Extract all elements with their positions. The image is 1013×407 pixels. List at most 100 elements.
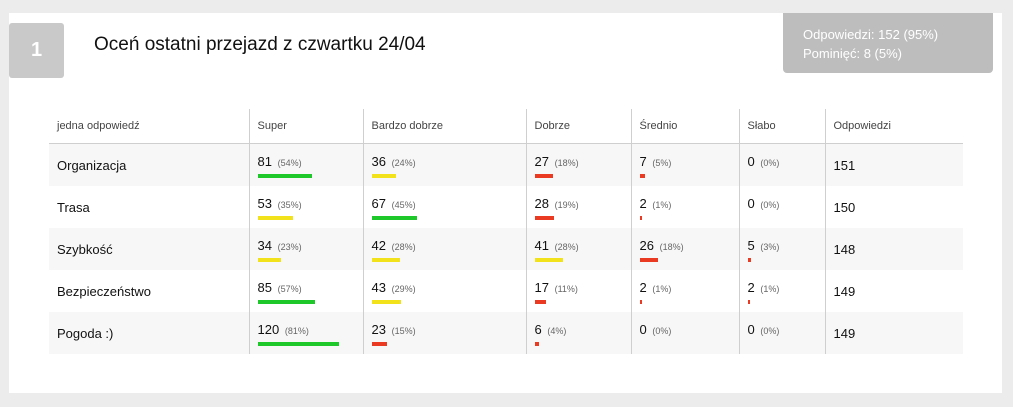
column-header: Super	[248, 109, 363, 144]
row-label: Bezpieczeństwo	[57, 283, 151, 299]
result-bar	[371, 342, 387, 346]
result-count: 6	[534, 322, 542, 337]
result-percent: (19%)	[554, 200, 579, 210]
result-value: 41 (28%)	[535, 238, 579, 253]
column-header: Dobrze	[525, 109, 631, 144]
table-header-row: jedna odpowiedź Super Bardzo dobrze Dobrze Ś…	[49, 109, 963, 144]
result-bar	[639, 300, 642, 304]
result-cell: 67 (45%)	[362, 186, 526, 228]
result-count: 81	[257, 154, 272, 169]
result-cell: 2 (1%)	[738, 270, 825, 312]
result-value: 28 (19%)	[535, 196, 579, 211]
result-value: 43 (29%)	[372, 280, 416, 295]
result-count: 2	[639, 280, 647, 295]
result-value: 2 (1%)	[640, 280, 672, 295]
result-count: 23	[371, 322, 386, 337]
result-value: 2 (1%)	[640, 196, 672, 211]
result-value: 34 (23%)	[258, 238, 302, 253]
column-header: Odpowiedzi	[824, 109, 963, 144]
row-total: 148	[824, 228, 963, 270]
result-percent: (0%)	[760, 326, 780, 336]
result-cell: 2 (1%)	[630, 270, 739, 312]
question-number: 1	[9, 23, 64, 78]
row-label: Szybkość	[49, 228, 249, 270]
row-label: Organizacja	[49, 143, 249, 186]
result-cell: 2 (1%)	[630, 186, 739, 228]
column-header: Słabo	[738, 109, 825, 144]
result-cell: 7 (5%)	[630, 143, 739, 186]
result-value: 36 (24%)	[372, 154, 416, 169]
result-percent: (1%)	[652, 200, 672, 210]
table-row: Pogoda :) 120 (81%) 23 (15%) 6 (4%) 0 (0%) 0 …	[49, 312, 963, 354]
result-cell: 0 (0%)	[738, 186, 825, 228]
result-cell: 41 (28%)	[525, 228, 631, 270]
result-cell: 28 (19%)	[525, 186, 631, 228]
result-percent: (1%)	[652, 284, 672, 294]
result-count: 36	[371, 154, 386, 169]
result-value: 67 (45%)	[372, 196, 416, 211]
result-cell: 26 (18%)	[630, 228, 739, 270]
result-bar	[257, 216, 293, 220]
result-value: 53 (35%)	[258, 196, 302, 211]
result-cell: 42 (28%)	[362, 228, 526, 270]
result-value: 23 (15%)	[372, 322, 416, 337]
result-cell: 0 (0%)	[738, 312, 825, 354]
result-count: 2	[747, 280, 755, 295]
result-bar	[371, 300, 401, 304]
result-count: 34	[257, 238, 272, 253]
result-cell: 36 (24%)	[362, 143, 526, 186]
results-table: jedna odpowiedź Super Bardzo dobrze Dobrze Ś…	[49, 109, 963, 354]
result-bar	[534, 300, 546, 304]
row-total: 149	[824, 270, 963, 312]
result-bar	[534, 174, 553, 178]
result-bar	[747, 300, 750, 304]
result-percent: (28%)	[391, 242, 416, 252]
column-header: Średnio	[630, 109, 739, 144]
result-bar	[257, 258, 281, 262]
result-bar	[257, 300, 315, 304]
row-label: Pogoda :)	[49, 312, 249, 354]
result-cell: 85 (57%)	[248, 270, 363, 312]
result-percent: (0%)	[760, 158, 780, 168]
result-percent: (15%)	[391, 326, 416, 336]
result-count: 42	[371, 238, 386, 253]
table-row: Organizacja 81 (54%) 36 (24%) 27 (18%) 7 (5%…	[49, 143, 963, 186]
result-value: 0 (0%)	[640, 322, 672, 337]
result-bar	[371, 216, 417, 220]
result-count: 28	[534, 196, 549, 211]
result-value: 7 (5%)	[640, 154, 672, 169]
result-count: 85	[257, 280, 272, 295]
table-row: Bezpieczeństwo 85 (57%) 43 (29%) 17 (11%) 2 …	[49, 270, 963, 312]
result-percent: (18%)	[554, 158, 579, 168]
result-count: 41	[534, 238, 549, 253]
result-bar	[371, 258, 400, 262]
result-percent: (54%)	[277, 158, 302, 168]
result-count: 0	[747, 154, 755, 169]
result-count: 67	[371, 196, 386, 211]
table-body: Organizacja 81 (54%) 36 (24%) 27 (18%) 7 (5%…	[49, 143, 963, 354]
result-cell: 23 (15%)	[362, 312, 526, 354]
row-total: 151	[824, 143, 963, 186]
result-percent: (45%)	[391, 200, 416, 210]
result-percent: (81%)	[284, 326, 309, 336]
result-bar	[257, 174, 312, 178]
result-percent: (24%)	[391, 158, 416, 168]
column-header: Bardzo dobrze	[362, 109, 526, 144]
result-value: 6 (4%)	[535, 322, 567, 337]
result-cell: 27 (18%)	[525, 143, 631, 186]
result-value: 5 (3%)	[748, 238, 780, 253]
result-cell: 5 (3%)	[738, 228, 825, 270]
question-title: Oceń ostatni przejazd z czwartku 24/04	[94, 34, 426, 55]
result-cell: 81 (54%)	[248, 143, 363, 186]
result-cell: 120 (81%)	[248, 312, 363, 354]
result-count: 0	[639, 322, 647, 337]
result-value: 0 (0%)	[748, 154, 780, 169]
result-count: 27	[534, 154, 549, 169]
result-percent: (5%)	[652, 158, 672, 168]
result-count: 0	[747, 322, 755, 337]
result-percent: (35%)	[277, 200, 302, 210]
result-percent: (23%)	[277, 242, 302, 252]
result-bar	[534, 258, 563, 262]
result-bar	[371, 174, 396, 178]
result-bar	[534, 342, 539, 346]
